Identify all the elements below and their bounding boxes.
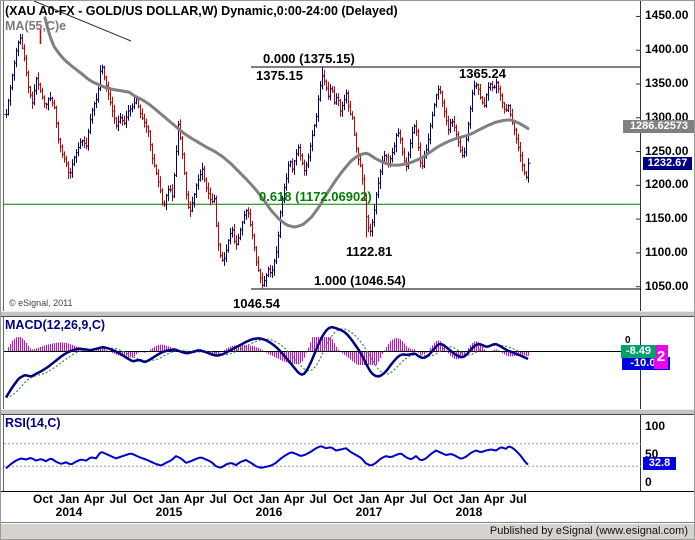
ma-indicator-label: MA(55,C)e (5, 19, 67, 33)
macd-line (4, 325, 529, 399)
copyright-label: © eSignal, 2011 (9, 298, 73, 308)
x-axis-month-label: Jan (158, 492, 180, 506)
x-axis-month-label: Oct (432, 492, 454, 506)
chart-title: (XAU A0-FX - GOLD/US DOLLAR,W) Dynamic,0… (5, 4, 398, 18)
ma-value-badge: 1286.62573 (623, 120, 694, 133)
x-axis-month-label: Apr (183, 492, 205, 506)
price-axis-label: 1300.00 (645, 109, 689, 124)
x-axis-month-label: Oct (232, 492, 254, 506)
fib-0-label: 0.000 (1375.15) (263, 51, 355, 66)
x-axis-month-label: Jan (458, 492, 480, 506)
macd-signal-badge: -8.49 (621, 345, 656, 358)
rsi-value-badge: 32.8 (643, 457, 676, 470)
price-axis-label: 1150.00 (645, 211, 688, 226)
x-axis-month-label: Oct (32, 492, 54, 506)
fib-100-label: 1.000 (1046.54) (314, 273, 406, 288)
price-axis-label: 1400.00 (645, 42, 689, 57)
x-axis-month-label: Jul (409, 492, 427, 506)
price-axis-label: 1100.00 (645, 244, 688, 259)
price-axis-label: 1350.00 (645, 75, 689, 90)
high-2018-label: 1365.24 (459, 66, 506, 81)
x-axis-month-label: Jul (309, 492, 327, 506)
status-bar: Published by eSignal (www.esignal.com) (1, 522, 694, 539)
x-axis-year-label: 2017 (355, 505, 383, 519)
last-price-badge: 1232.67 (643, 157, 692, 170)
x-axis-month-label: Oct (332, 492, 354, 506)
panel-separator-1[interactable] (1, 311, 694, 317)
x-axis-month-label: Jul (509, 492, 527, 506)
price-axis-label: 1250.00 (645, 143, 689, 158)
x-axis-month-label: Apr (383, 492, 405, 506)
low-2015-label: 1046.54 (233, 296, 280, 311)
x-axis-month-label: Apr (283, 492, 305, 506)
x-axis-month-label: Jul (109, 492, 127, 506)
x-axis-month-label: Apr (83, 492, 105, 506)
rsi-axis-label: 100 (645, 419, 666, 433)
x-axis-month-label: Jan (258, 492, 280, 506)
rsi-indicator-label: RSI(14,C) (5, 416, 61, 430)
macd-histogram-badge: 2 (654, 345, 668, 369)
x-axis-month-label: Apr (483, 492, 505, 506)
published-by-label: Published by eSignal (www.esignal.com) (489, 525, 688, 537)
x-axis-year-label: 2018 (455, 505, 483, 519)
macd-zero-tick-label: 0 (625, 335, 631, 346)
fib-618-label: 0.618 (1172.06902) (259, 189, 372, 204)
low-2016-label: 1122.81 (346, 244, 393, 259)
panel-separator-2[interactable] (1, 409, 694, 415)
x-axis-year-label: 2015 (155, 505, 183, 519)
price-axis-label: 1450.00 (645, 8, 689, 23)
x-axis-month-label: Jan (58, 492, 80, 506)
ma55-line (43, 16, 530, 229)
x-axis-month-label: Jul (209, 492, 227, 506)
macd-signal-line (5, 328, 529, 398)
price-axis-label: 1050.00 (645, 278, 689, 293)
x-axis-month-label: Jan (358, 492, 380, 506)
fib-0-price-label: 1375.15 (256, 68, 303, 83)
macd-indicator-label: MACD(12,26,9,C) (5, 318, 106, 332)
rsi-line (5, 445, 529, 470)
x-axis-month-label: Oct (132, 492, 154, 506)
x-axis-year-label: 2016 (255, 505, 283, 519)
price-axis-label: 1200.00 (645, 177, 689, 192)
trendline-fragment (33, 1, 132, 42)
rsi-axis-label: 0 (645, 475, 652, 489)
up-bars (4, 34, 531, 287)
x-axis-year-label: 2014 (55, 505, 83, 519)
